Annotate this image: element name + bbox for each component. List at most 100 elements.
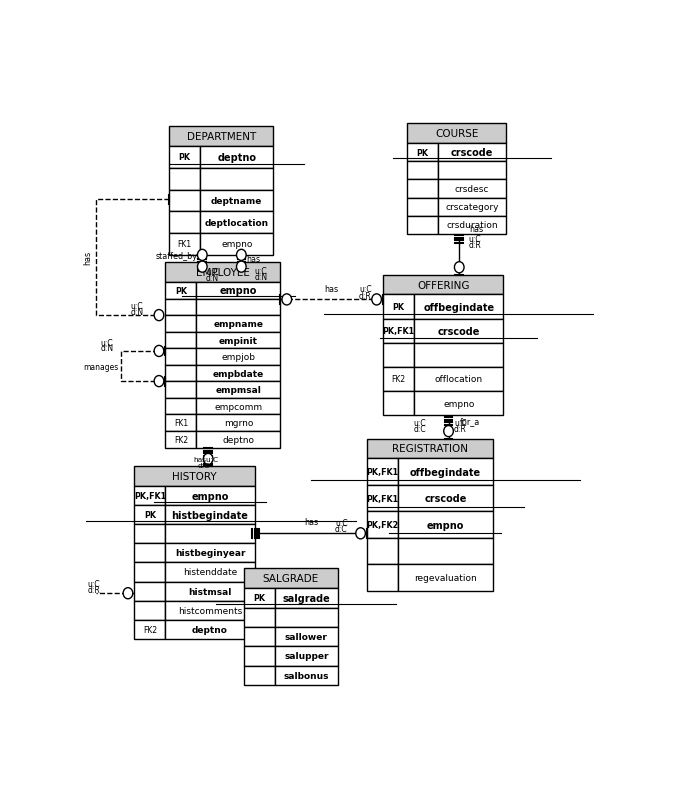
Circle shape: [356, 528, 366, 539]
Text: offbegindate: offbegindate: [410, 467, 481, 477]
Bar: [135, 581, 166, 601]
Bar: [275, 627, 337, 646]
Bar: [197, 399, 280, 415]
Bar: [169, 212, 200, 234]
Text: histenddate: histenddate: [183, 568, 237, 577]
Bar: [197, 332, 280, 349]
Bar: [166, 544, 255, 563]
Text: offbegindate: offbegindate: [423, 302, 494, 312]
Text: empname: empname: [213, 319, 264, 329]
Text: PK: PK: [393, 302, 404, 312]
Circle shape: [154, 346, 164, 357]
Bar: [414, 391, 504, 415]
Text: PK: PK: [417, 148, 428, 157]
Text: d:C: d:C: [335, 525, 348, 533]
Bar: [166, 263, 280, 283]
Text: d:C: d:C: [197, 463, 210, 468]
Text: deptname: deptname: [211, 196, 262, 205]
Bar: [414, 343, 504, 367]
Bar: [166, 581, 255, 601]
Text: salupper: salupper: [284, 652, 328, 661]
Bar: [414, 295, 504, 319]
Bar: [383, 275, 504, 295]
Text: has: has: [304, 517, 318, 526]
Bar: [169, 190, 200, 212]
Text: sallower: sallower: [285, 632, 328, 642]
Bar: [166, 283, 197, 299]
Bar: [135, 544, 166, 563]
Bar: [398, 538, 493, 565]
Text: has: has: [246, 254, 260, 263]
Text: d:N: d:N: [130, 307, 144, 317]
Bar: [367, 439, 493, 459]
Text: d:N: d:N: [255, 273, 268, 282]
Text: u:C: u:C: [130, 302, 144, 310]
Text: FK1: FK1: [174, 419, 188, 427]
Bar: [398, 459, 493, 485]
Text: PK,FK1: PK,FK1: [382, 326, 415, 336]
Bar: [367, 565, 398, 591]
Bar: [414, 319, 504, 343]
Bar: [135, 505, 166, 525]
Text: OFFERING: OFFERING: [417, 280, 469, 290]
Text: u:C: u:C: [88, 579, 100, 588]
Text: deptno: deptno: [192, 625, 228, 634]
Text: salbonus: salbonus: [284, 671, 329, 680]
Text: d:C: d:C: [414, 424, 426, 434]
Bar: [407, 217, 438, 235]
Text: u:C: u:C: [469, 234, 482, 243]
Text: HISTORY: HISTORY: [172, 472, 217, 482]
Text: FK2: FK2: [174, 435, 188, 444]
Bar: [166, 399, 197, 415]
Text: empinit: empinit: [219, 336, 258, 345]
Circle shape: [123, 588, 132, 599]
Text: u:C: u:C: [335, 518, 348, 527]
Bar: [407, 180, 438, 198]
Text: d:R: d:R: [469, 241, 482, 249]
Bar: [197, 299, 280, 316]
Text: empjob: empjob: [221, 353, 255, 362]
Text: SALGRADE: SALGRADE: [263, 573, 319, 584]
Circle shape: [455, 262, 464, 273]
Bar: [275, 608, 337, 627]
Bar: [244, 627, 275, 646]
Bar: [407, 162, 438, 180]
Bar: [135, 487, 166, 505]
Circle shape: [197, 250, 207, 261]
Bar: [169, 168, 200, 190]
Bar: [407, 144, 438, 162]
Circle shape: [282, 294, 292, 306]
Bar: [197, 349, 280, 366]
Bar: [383, 295, 414, 319]
Text: deptno: deptno: [217, 152, 256, 163]
Bar: [169, 127, 273, 147]
Bar: [414, 367, 504, 391]
Text: has: has: [469, 225, 483, 234]
Bar: [166, 525, 255, 544]
Text: hasu:C: hasu:C: [193, 456, 218, 462]
Text: d:R: d:R: [454, 424, 466, 434]
Text: empmsal: empmsal: [215, 386, 262, 395]
Text: u:C: u:C: [101, 338, 113, 347]
Bar: [244, 589, 275, 608]
Text: d:R: d:R: [88, 585, 100, 594]
Circle shape: [237, 261, 246, 273]
Bar: [244, 666, 275, 685]
Text: u:C: u:C: [255, 266, 267, 275]
Bar: [135, 601, 166, 620]
Text: histmsal: histmsal: [188, 587, 232, 596]
Text: offlocation: offlocation: [435, 375, 483, 384]
Circle shape: [197, 261, 207, 273]
Circle shape: [154, 310, 164, 322]
Text: PK: PK: [175, 286, 187, 295]
Bar: [166, 299, 197, 316]
Text: for_a: for_a: [460, 416, 480, 426]
Text: DEPARTMENT: DEPARTMENT: [187, 132, 256, 142]
Bar: [135, 467, 255, 487]
Bar: [166, 332, 197, 349]
Text: crscategory: crscategory: [445, 203, 499, 212]
Bar: [275, 666, 337, 685]
Text: deptno: deptno: [222, 435, 255, 444]
Bar: [166, 349, 197, 366]
Text: crscode: crscode: [437, 326, 480, 336]
